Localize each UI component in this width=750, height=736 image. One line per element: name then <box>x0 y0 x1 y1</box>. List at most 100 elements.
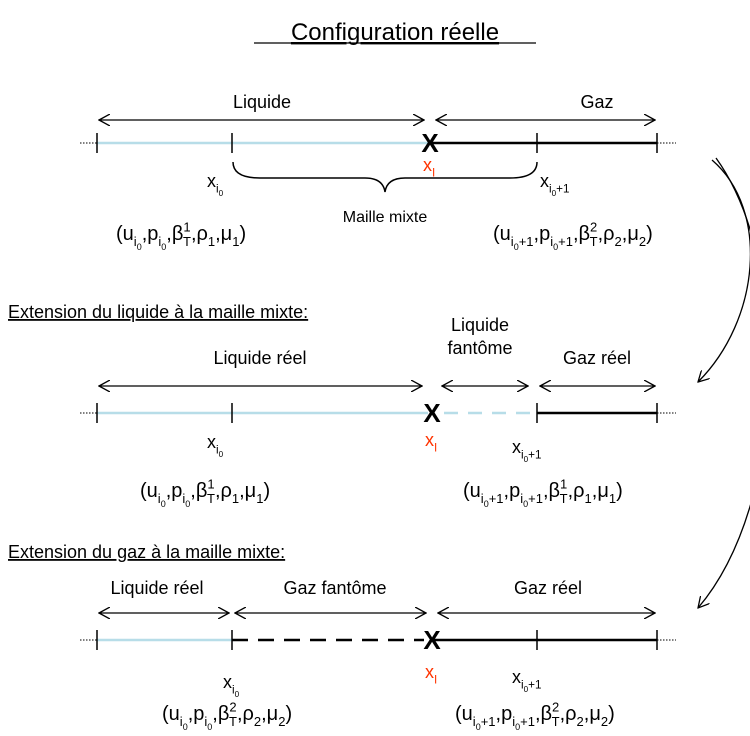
label-part: ,p <box>504 480 521 502</box>
label-part: i <box>511 234 514 249</box>
section-heading: Extension du liquide à la maille mixte: <box>8 302 308 322</box>
label-part: 1 <box>609 491 616 506</box>
label-part: i <box>158 234 161 249</box>
label-part: x <box>540 171 549 191</box>
label-part: x <box>223 672 232 692</box>
label-part: 0 <box>524 685 529 694</box>
label-part: 0 <box>161 499 166 509</box>
label-part: 1 <box>585 491 592 506</box>
label-part: x <box>207 171 216 191</box>
label-part: 0 <box>183 722 188 731</box>
label-part: ,ρ <box>568 480 585 502</box>
label-part: ,β <box>166 223 183 245</box>
segment-label: Liquide <box>233 92 291 112</box>
label-part: ,μ <box>261 703 278 725</box>
label-part: ) <box>608 703 615 725</box>
label-part: 1 <box>208 234 215 249</box>
segment-label: Liquide réel <box>213 348 306 368</box>
label-part: ,μ <box>622 223 639 245</box>
label-part: ,p <box>142 223 159 245</box>
segment-label: Gaz fantôme <box>283 578 386 598</box>
label-part: ,μ <box>592 480 609 502</box>
segment-label: Gaz réel <box>563 348 631 368</box>
label-part: i <box>521 678 524 691</box>
segment-label: Gaz réel <box>514 578 582 598</box>
math-label: xi0 <box>207 432 224 459</box>
math-label: (ui0+1,pi0+1,β2 T,ρ2,μ2) <box>455 700 615 731</box>
math-label: xi0+1 <box>512 437 541 464</box>
label-part: ,p <box>188 703 205 725</box>
segment-label: Liquide <box>451 315 509 335</box>
label-part: 1 <box>560 477 567 492</box>
label-part: (u <box>162 703 180 725</box>
label-part: x <box>425 662 434 682</box>
label-part: +1 <box>558 234 573 249</box>
label-part: ,β <box>535 703 552 725</box>
label-part: T <box>552 714 560 729</box>
label-part: 0 <box>484 499 489 509</box>
curved-arrow <box>698 157 750 608</box>
math-label: xI <box>423 155 435 179</box>
label-part: i <box>180 714 183 729</box>
label-part: x <box>423 155 432 175</box>
section-heading: Extension du gaz à la maille mixte: <box>8 542 285 562</box>
interface-mark: X <box>423 398 441 428</box>
label-part: 0 <box>515 722 520 731</box>
label-part: T <box>560 491 568 506</box>
label-part: ,β <box>212 703 229 725</box>
math-label: xi0+1 <box>512 667 541 694</box>
segment-label: Gaz <box>580 92 613 112</box>
label-part: x <box>207 432 216 452</box>
label-part: 0 <box>514 242 519 252</box>
label-part: 0 <box>235 690 240 699</box>
label-part: 2 <box>278 714 285 729</box>
label-part: (u <box>493 223 511 245</box>
label-part: ,β <box>543 480 560 502</box>
label-part: (u <box>455 703 473 725</box>
label-part: 0 <box>185 499 190 509</box>
label-part: ,p <box>534 223 551 245</box>
label-part: i <box>204 714 207 729</box>
label-part: 2 <box>254 714 261 729</box>
label-part: +1 <box>489 491 504 506</box>
label-part: 2 <box>639 234 646 249</box>
label-part: T <box>207 491 215 506</box>
label-part: 1 <box>183 220 190 235</box>
label-part: I <box>434 441 437 454</box>
math-label: xi0+1 <box>540 171 569 198</box>
segment-label: fantôme <box>447 338 512 358</box>
label-part: 0 <box>524 455 529 464</box>
label-part: 0 <box>219 189 224 198</box>
label-part: i <box>549 182 552 195</box>
label-part: 2 <box>229 700 236 715</box>
label-part: ,p <box>166 480 183 502</box>
label-part: i <box>134 234 137 249</box>
label-part: +1 <box>519 234 534 249</box>
label-part: I <box>432 166 435 179</box>
math-label: (ui0,pi0,β1 T,ρ1,μ1) <box>140 477 270 509</box>
label-part: 2 <box>577 714 584 729</box>
label-part: ) <box>646 223 653 245</box>
label-part: i <box>512 714 515 729</box>
label-part: 1 <box>232 234 239 249</box>
label-part: 2 <box>601 714 608 729</box>
label-part: 2 <box>590 220 597 235</box>
label-part: 0 <box>553 242 558 252</box>
label-part: i <box>216 182 219 195</box>
label-part: T <box>590 234 598 249</box>
label-part: ) <box>285 703 292 725</box>
title: Configuration réelle <box>291 19 499 46</box>
label-part: ) <box>239 223 246 245</box>
label-part: i <box>521 448 524 461</box>
label-part: 2 <box>615 234 622 249</box>
math-label: (ui0+1,pi0+1,β1 T,ρ1,μ1) <box>463 477 623 509</box>
label-part: 1 <box>207 477 214 492</box>
label-part: 1 <box>256 491 263 506</box>
math-label: xI <box>425 662 437 686</box>
label-part: i <box>481 491 484 506</box>
label-part: i <box>216 443 219 456</box>
interface-mark: X <box>421 128 439 158</box>
curved-arrow <box>698 159 750 382</box>
label-part: ,ρ <box>598 223 615 245</box>
